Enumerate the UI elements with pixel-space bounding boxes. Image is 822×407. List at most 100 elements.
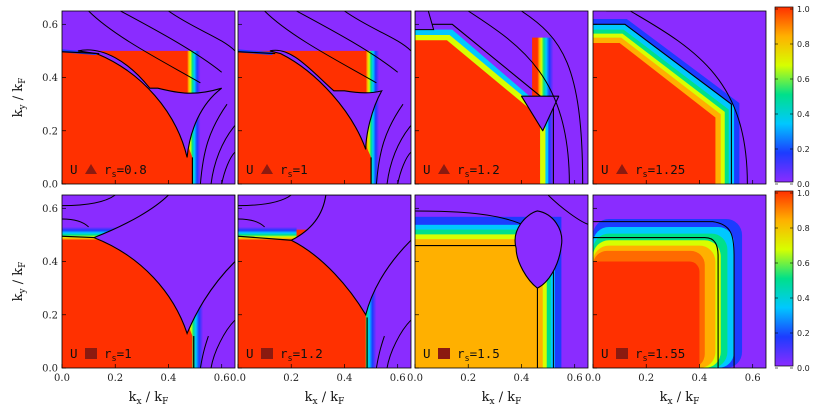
square-marker bbox=[438, 348, 450, 359]
contour-line bbox=[238, 218, 265, 228]
square-marker bbox=[261, 348, 273, 359]
pocket-region bbox=[290, 195, 411, 317]
panel-label-prefix: U bbox=[601, 346, 609, 361]
contour-line bbox=[168, 11, 235, 52]
y-axis-label: ky / kF bbox=[11, 78, 28, 118]
contour-line bbox=[593, 23, 732, 184]
contour-line bbox=[264, 11, 377, 84]
panel-frame bbox=[61, 194, 236, 369]
x-tick-label: 0.6 bbox=[567, 373, 583, 384]
x-tick-label: 0.4 bbox=[514, 373, 530, 384]
colorbar-tick-label: 0.6 bbox=[797, 75, 810, 84]
contour-line bbox=[386, 125, 411, 184]
contour-line bbox=[210, 319, 235, 368]
x-axis-label: kx / kF bbox=[129, 390, 169, 407]
x-tick-label: 0.6 bbox=[390, 373, 406, 384]
y-tick-label: 0.0 bbox=[42, 180, 58, 191]
x-tick-label: 0.0 bbox=[230, 373, 246, 384]
pocket-region bbox=[269, 49, 383, 150]
contour-line bbox=[210, 125, 235, 184]
y-tick-label: 0.4 bbox=[42, 257, 58, 268]
panel-frame bbox=[61, 10, 236, 185]
panel-frame bbox=[592, 10, 767, 185]
contour-line bbox=[386, 319, 411, 368]
x-axis-label: kx / kF bbox=[482, 390, 522, 407]
contour-line bbox=[593, 237, 719, 368]
colorbar-tick-label: 0.0 bbox=[797, 364, 810, 373]
filled-region bbox=[593, 42, 716, 184]
panel-label-param: rs=1.55 bbox=[635, 346, 685, 364]
x-tick-label: 0.0 bbox=[407, 373, 423, 384]
colorbar-2: 0.0 0.2 0.4 0.6 0.8 1.0 bbox=[774, 189, 810, 373]
colorbar-tick-label: 0.2 bbox=[797, 145, 810, 154]
filled-region bbox=[415, 40, 541, 184]
pocket-region bbox=[514, 210, 563, 289]
pocket-region bbox=[520, 95, 560, 132]
panel-label-prefix: U bbox=[423, 346, 431, 361]
triangle-marker bbox=[438, 164, 450, 174]
triangle-marker bbox=[616, 164, 628, 174]
colorbar-tick-label: 0.4 bbox=[797, 294, 810, 303]
y-tick-label: 0.2 bbox=[42, 126, 58, 137]
panel-frame bbox=[592, 194, 767, 369]
panel-frame bbox=[237, 10, 412, 185]
colorbar-tick-label: 0.8 bbox=[797, 224, 810, 233]
contour-line bbox=[593, 221, 735, 368]
x-tick-label: 0.2 bbox=[283, 373, 299, 384]
x-tick-label: 0.2 bbox=[460, 373, 476, 384]
x-tick-label: 0.4 bbox=[161, 373, 177, 384]
colorbar-tick-label: 1.0 bbox=[797, 5, 810, 14]
contour-line bbox=[221, 151, 235, 184]
x-axis-label: kx / kF bbox=[305, 390, 345, 407]
panel-label-prefix: U bbox=[70, 346, 78, 361]
panel-label-prefix: U bbox=[423, 162, 431, 177]
contour-line bbox=[199, 335, 209, 368]
contour-line bbox=[62, 195, 116, 207]
y-tick-label: 0.2 bbox=[42, 310, 58, 321]
panel-frame bbox=[414, 10, 589, 185]
panel-label-prefix: U bbox=[246, 162, 254, 177]
panel-frame bbox=[237, 194, 412, 369]
contour-line bbox=[375, 335, 385, 368]
filled-region bbox=[238, 50, 372, 184]
colorbars: 0.00.20.40.60.81.00.00.20.40.60.81.0 bbox=[774, 5, 810, 373]
x-tick-label: 0.0 bbox=[585, 373, 601, 384]
contour-line bbox=[62, 218, 89, 228]
panel-label-param: rs=1.25 bbox=[635, 162, 685, 180]
colorbar-tick-label: 1.0 bbox=[797, 189, 810, 198]
contour-line bbox=[62, 235, 94, 239]
panel-frame bbox=[414, 194, 589, 369]
colorbar-1: 0.0 0.2 0.4 0.6 0.8 1.0 bbox=[774, 5, 810, 189]
contour-line bbox=[238, 235, 292, 241]
triangle-marker bbox=[85, 164, 97, 174]
contour-line bbox=[88, 11, 201, 84]
panel-label-prefix: U bbox=[70, 162, 78, 177]
colorbar-tick-label: 0.2 bbox=[797, 329, 810, 338]
contour-line bbox=[238, 51, 276, 55]
x-tick-label: 0.2 bbox=[638, 373, 654, 384]
contour-line bbox=[120, 11, 223, 73]
contour-line bbox=[521, 11, 584, 184]
filled-region bbox=[415, 253, 533, 368]
contour-line bbox=[199, 103, 228, 184]
colorbar-tick-label: 0.0 bbox=[797, 180, 810, 189]
pocket-region bbox=[77, 49, 223, 158]
contour-line bbox=[606, 11, 748, 184]
contour-line bbox=[375, 103, 404, 184]
panel-label-prefix: U bbox=[601, 162, 609, 177]
contour-line bbox=[296, 11, 399, 73]
contour-line bbox=[547, 195, 588, 225]
y-tick-label: 0.6 bbox=[42, 204, 58, 215]
y-tick-label: 0.0 bbox=[42, 364, 58, 375]
x-tick-label: 0.4 bbox=[692, 373, 708, 384]
square-marker bbox=[616, 348, 628, 359]
colorbar-tick-label: 0.8 bbox=[797, 40, 810, 49]
contour-line bbox=[415, 23, 554, 184]
